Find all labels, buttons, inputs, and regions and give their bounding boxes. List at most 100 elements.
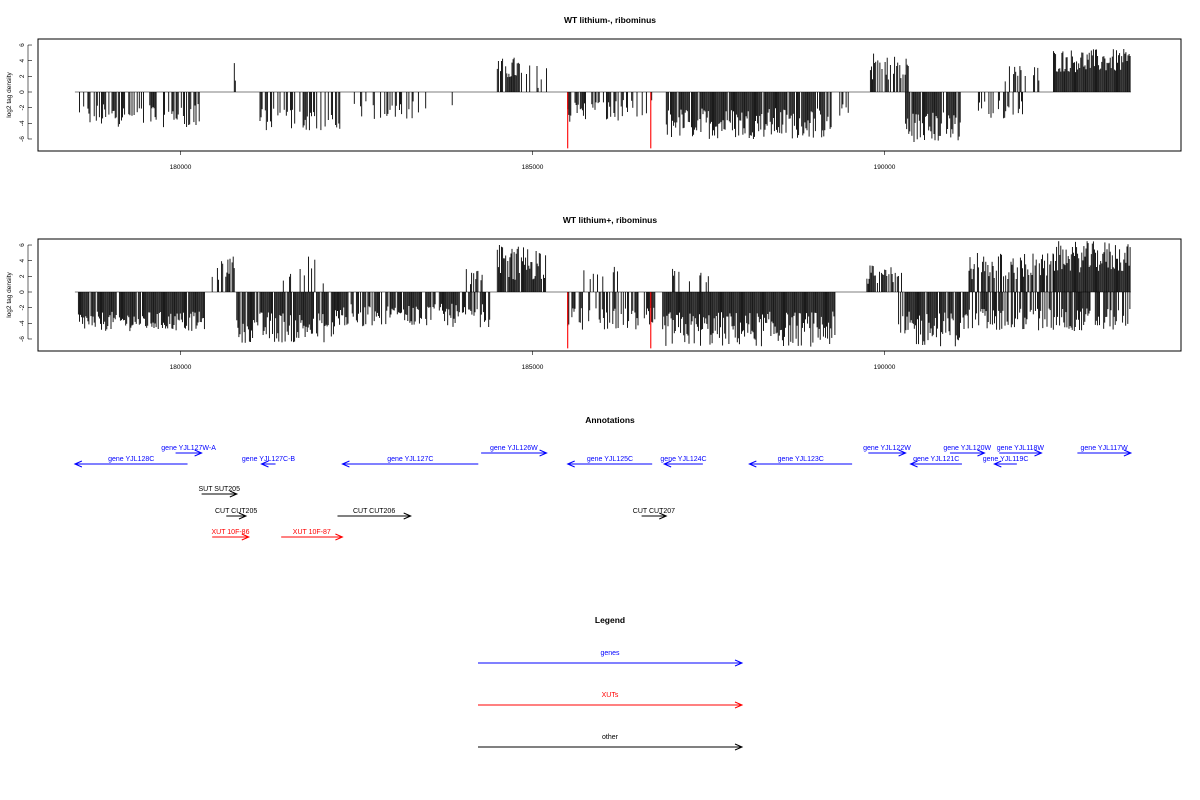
y-tick-label: 2 (19, 274, 26, 278)
legend-item: genes (478, 650, 744, 667)
feature-arrow-head (194, 449, 203, 457)
panel-1-x-axis: 180000 185000 190000 (170, 150, 896, 171)
feature-label: gene YJL127C-B (242, 456, 296, 463)
feature-arrow-head (566, 460, 575, 468)
y-tick-label: -6 (19, 336, 26, 342)
annotation-feature: gene YJL122W (863, 445, 911, 457)
feature-label: gene YJL123C (778, 456, 824, 463)
legend: Legend genes XUTs other (478, 615, 744, 751)
y-tick-label: 2 (19, 74, 26, 78)
y-tick-label: 6 (19, 243, 26, 247)
panel-2-x-axis: 180000 185000 190000 (170, 350, 896, 371)
x-tick-label: 190000 (874, 364, 896, 371)
legend-label: genes (600, 650, 620, 657)
feature-arrow-head (993, 460, 1002, 468)
feature-label: gene YJL127C (387, 456, 433, 463)
panel-lithium-plus: WT lithium+, ribominus log2 tag density … (6, 215, 1182, 371)
annotation-feature: gene YJL125C (566, 456, 653, 468)
annotation-feature: CUT CUT206 (337, 508, 412, 520)
feature-label: gene YJL126W (490, 445, 538, 452)
feature-label: XUT 10F-87 (293, 529, 331, 536)
feature-label: CUT CUT205 (215, 508, 257, 515)
feature-arrow-head (335, 533, 344, 541)
feature-arrow-head (241, 533, 251, 541)
legend-arrow-head (734, 659, 744, 667)
annotation-feature: SUT SUT205 (198, 486, 240, 498)
feature-arrow-head (898, 449, 907, 457)
y-tick-label: 6 (19, 43, 26, 47)
feature-label: XUT 10F-86 (211, 529, 249, 536)
annotation-feature: gene YJL118W (997, 445, 1045, 457)
feature-arrow-head (229, 490, 239, 498)
feature-label: gene YJL125C (587, 456, 633, 463)
feature-label: gene YJL118W (997, 445, 1045, 452)
annotation-feature: gene YJL117W (1077, 445, 1133, 457)
annotation-feature: gene YJL128C (73, 456, 188, 468)
feature-arrow-head (909, 460, 918, 468)
feature-arrow-head (1123, 449, 1133, 457)
y-tick-label: 0 (19, 90, 26, 94)
feature-label: gene YJL121C (913, 456, 959, 463)
legend-arrow-head (734, 743, 744, 751)
x-tick-label: 190000 (874, 164, 896, 171)
feature-arrow-head (659, 512, 668, 520)
legend-item: other (478, 734, 744, 751)
x-tick-label: 185000 (522, 164, 544, 171)
feature-arrow-head (977, 449, 986, 457)
y-tick-label: -4 (19, 120, 26, 126)
annotation-feature: gene YJL127C-B (242, 456, 296, 468)
annotation-feature: CUT CUT207 (633, 508, 675, 520)
feature-arrow-head (1034, 449, 1043, 457)
annotation-feature: gene YJL126W (481, 445, 548, 457)
annotation-features: gene YJL128C gene YJL127W-A gene YJL127C-B… (73, 445, 1133, 541)
panel-1-title: WT lithium-, ribominus (564, 15, 656, 25)
panel-2-ylabel: log2 tag density (6, 271, 13, 317)
y-tick-label: 0 (19, 290, 26, 294)
feature-arrow-head (341, 460, 350, 468)
feature-label: gene YJL122W (863, 445, 911, 452)
annotation-feature: XUT 10F-86 (211, 529, 251, 541)
feature-label: gene YJL120W (943, 445, 991, 452)
feature-arrow-head (539, 449, 548, 457)
feature-arrow-head (73, 460, 83, 468)
annotation-feature: gene YJL119C (983, 456, 1028, 468)
panel-1-bars (79, 49, 1131, 149)
annotation-feature: XUT 10F-87 (281, 529, 344, 541)
x-tick-label: 180000 (170, 164, 192, 171)
panel-2-y-axis: 6 4 2 0 -2 -4 -6 (19, 243, 32, 342)
feature-label: gene YJL117W (1081, 445, 1129, 452)
annotation-feature: gene YJL120W (943, 445, 991, 457)
feature-label: gene YJL124C (660, 456, 706, 463)
feature-label: SUT SUT205 (198, 486, 240, 493)
annotation-feature: gene YJL127C (341, 456, 479, 468)
feature-label: CUT CUT206 (353, 508, 395, 515)
annotation-feature: CUT CUT205 (215, 508, 257, 520)
annotation-feature: gene YJL123C (748, 456, 853, 468)
feature-label: gene YJL128C (108, 456, 154, 463)
x-tick-label: 180000 (170, 364, 192, 371)
y-tick-label: -2 (19, 104, 26, 110)
y-tick-label: 4 (19, 58, 26, 62)
annotation-feature: gene YJL127W-A (161, 445, 216, 457)
feature-arrow-head (748, 460, 757, 468)
panel-2-title: WT lithium+, ribominus (563, 215, 657, 225)
legend-arrow-head (734, 701, 744, 709)
y-tick-label: -4 (19, 320, 26, 326)
feature-label: CUT CUT207 (633, 508, 675, 515)
feature-arrow-head (403, 512, 412, 520)
annotation-feature: gene YJL121C (909, 456, 962, 468)
legend-label: XUTs (602, 692, 619, 699)
y-tick-label: 4 (19, 258, 26, 262)
panel-2-bars (77, 241, 1131, 349)
panel-1-y-axis: 6 4 2 0 -2 -4 -6 (19, 43, 32, 142)
feature-arrow-head (238, 512, 248, 520)
panel-1-ylabel: log2 tag density (6, 71, 13, 117)
feature-arrow-head (662, 460, 672, 468)
annotations-title: Annotations (585, 415, 635, 425)
legend-title: Legend (595, 615, 625, 625)
x-tick-label: 185000 (522, 364, 544, 371)
legend-label: other (602, 734, 619, 741)
